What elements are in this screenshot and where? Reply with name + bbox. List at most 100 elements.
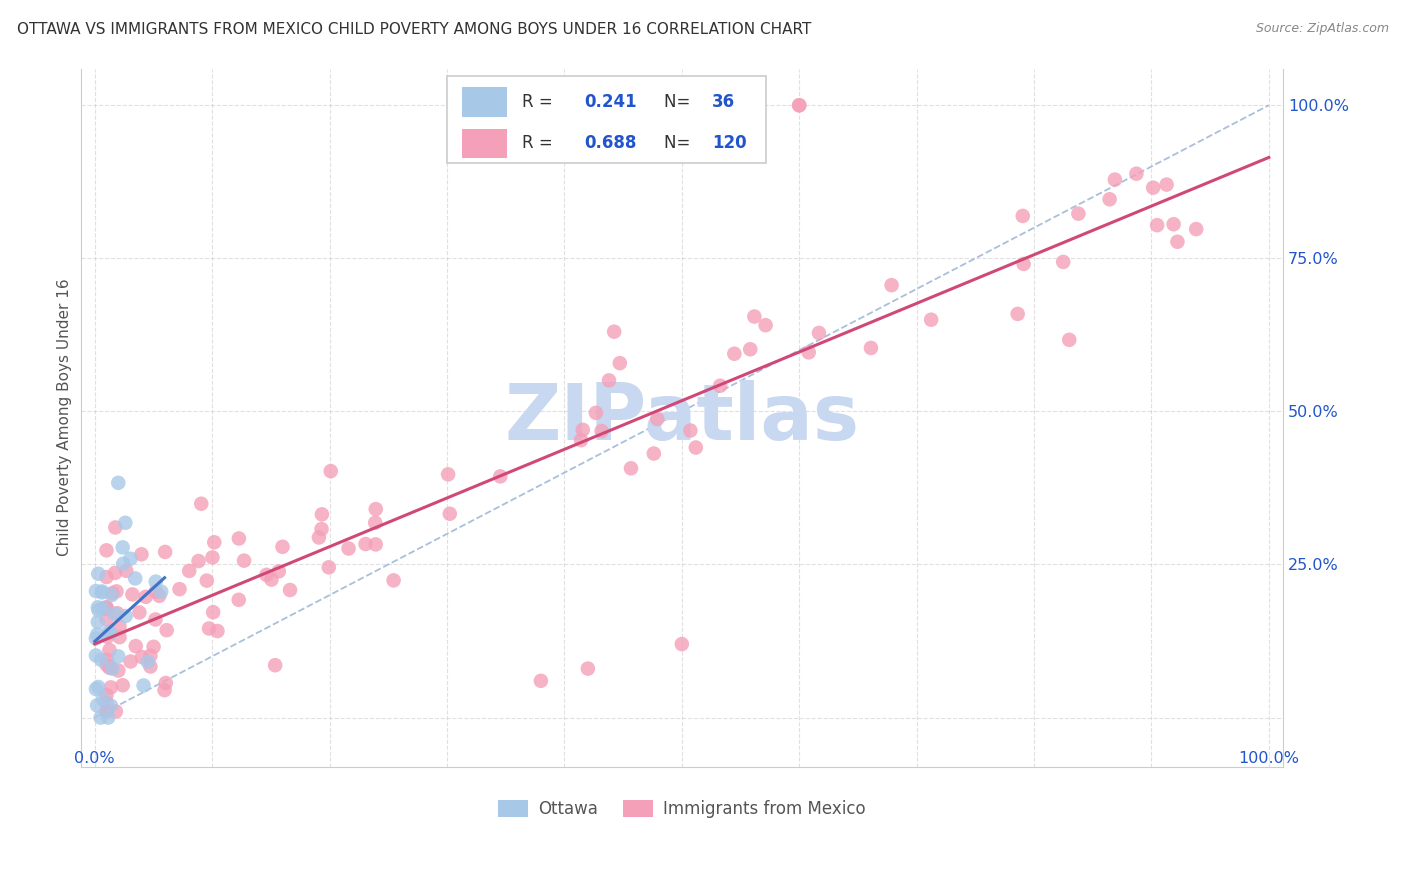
Point — [114, 609, 136, 624]
Point — [207, 624, 229, 638]
Point — [179, 564, 201, 578]
Point — [91, 601, 114, 615]
Point — [96, 543, 118, 558]
Point — [645, 412, 668, 426]
Point — [744, 310, 766, 324]
Point — [103, 607, 125, 621]
Point — [569, 433, 592, 447]
Point — [609, 356, 631, 370]
Point — [111, 678, 134, 692]
Point — [145, 584, 167, 599]
Point — [136, 655, 159, 669]
Point — [318, 560, 340, 574]
Point — [364, 516, 387, 530]
Point — [308, 531, 330, 545]
Point — [797, 345, 820, 359]
Point — [260, 573, 283, 587]
Point — [145, 574, 167, 589]
Point — [98, 661, 121, 675]
Point — [740, 343, 762, 357]
Point — [1166, 235, 1188, 249]
Point — [105, 606, 128, 620]
Text: OTTAWA VS IMMIGRANTS FROM MEXICO CHILD POVERTY AMONG BOYS UNDER 16 CORRELATION C: OTTAWA VS IMMIGRANTS FROM MEXICO CHILD P… — [17, 22, 811, 37]
Point — [121, 587, 143, 601]
Point — [148, 589, 170, 603]
Point — [101, 662, 124, 676]
Point — [202, 535, 225, 549]
Point — [1052, 255, 1074, 269]
Legend: Ottawa, Immigrants from Mexico: Ottawa, Immigrants from Mexico — [491, 793, 872, 824]
Point — [100, 588, 122, 602]
Point — [576, 662, 599, 676]
Point — [585, 406, 607, 420]
Point — [96, 600, 118, 615]
Text: 0.688: 0.688 — [585, 134, 637, 153]
Point — [96, 705, 118, 719]
Point — [139, 648, 162, 663]
Point — [228, 592, 250, 607]
Point — [437, 467, 460, 482]
Point — [139, 659, 162, 673]
Point — [96, 705, 118, 719]
Point — [84, 584, 107, 599]
Point — [124, 571, 146, 585]
Point — [1007, 307, 1029, 321]
Point — [128, 606, 150, 620]
Point — [1156, 178, 1178, 192]
Point — [131, 547, 153, 561]
Point — [201, 550, 224, 565]
Point — [107, 475, 129, 490]
Point — [620, 461, 643, 475]
Point — [1057, 333, 1080, 347]
Point — [107, 649, 129, 664]
Point — [354, 537, 377, 551]
Point — [108, 619, 131, 633]
Text: R =: R = — [522, 93, 558, 111]
Point — [530, 673, 553, 688]
Point — [364, 537, 387, 551]
Point — [96, 612, 118, 626]
Point — [723, 347, 745, 361]
Point — [1125, 167, 1147, 181]
Point — [91, 692, 114, 706]
Point — [86, 698, 108, 713]
Point — [1098, 192, 1121, 206]
Point — [100, 661, 122, 675]
Point — [90, 710, 112, 724]
Point — [96, 601, 118, 615]
Point — [96, 657, 118, 672]
Point — [169, 582, 191, 596]
Point — [880, 278, 903, 293]
Point — [87, 566, 110, 581]
Point — [1142, 180, 1164, 194]
Point — [84, 648, 107, 663]
Point — [87, 600, 110, 615]
Point — [155, 676, 177, 690]
Point — [84, 632, 107, 646]
Point — [439, 507, 461, 521]
Point — [195, 574, 218, 588]
Point — [264, 658, 287, 673]
Point — [96, 653, 118, 667]
Point — [96, 696, 118, 710]
Point — [120, 655, 142, 669]
Point — [643, 446, 665, 460]
Bar — [461, 128, 508, 158]
Point — [920, 312, 942, 326]
Point — [97, 710, 120, 724]
Text: 0.0%: 0.0% — [75, 751, 115, 766]
Point — [104, 520, 127, 534]
Point — [100, 681, 122, 695]
Point — [755, 318, 778, 333]
Point — [271, 540, 294, 554]
Point — [97, 624, 120, 639]
Point — [115, 564, 138, 578]
Point — [153, 683, 176, 698]
Point — [108, 630, 131, 644]
Point — [86, 627, 108, 641]
Point — [96, 570, 118, 584]
Point — [153, 545, 176, 559]
Point — [671, 637, 693, 651]
Point — [685, 441, 707, 455]
Point — [111, 541, 134, 555]
